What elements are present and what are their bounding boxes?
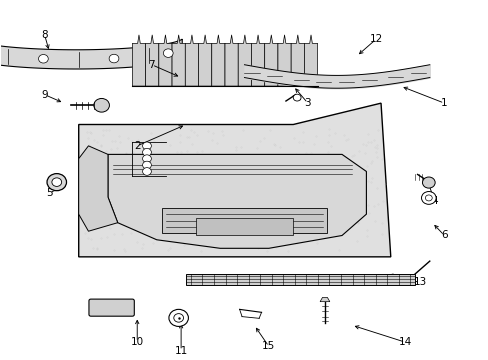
Circle shape — [173, 314, 183, 322]
Polygon shape — [320, 297, 329, 302]
Text: 7: 7 — [148, 60, 155, 70]
Polygon shape — [211, 35, 224, 86]
Circle shape — [94, 98, 109, 112]
Circle shape — [425, 195, 431, 201]
Circle shape — [39, 54, 48, 63]
Circle shape — [142, 155, 151, 162]
Text: 11: 11 — [174, 346, 187, 356]
Circle shape — [293, 94, 301, 101]
Polygon shape — [238, 35, 251, 86]
Circle shape — [142, 142, 151, 150]
Polygon shape — [224, 35, 238, 86]
Polygon shape — [79, 103, 390, 257]
Polygon shape — [132, 35, 145, 86]
Text: 4: 4 — [430, 196, 437, 206]
Text: 13: 13 — [412, 278, 426, 288]
Text: 5: 5 — [46, 188, 53, 198]
Polygon shape — [264, 35, 277, 86]
Polygon shape — [304, 35, 317, 86]
Polygon shape — [145, 35, 159, 86]
Circle shape — [142, 161, 151, 169]
Circle shape — [52, 178, 61, 186]
Text: 8: 8 — [41, 30, 48, 40]
Polygon shape — [159, 35, 172, 86]
Polygon shape — [108, 154, 366, 248]
Text: 10: 10 — [130, 337, 143, 347]
Text: 6: 6 — [440, 230, 447, 240]
Text: 3: 3 — [304, 98, 310, 108]
Circle shape — [47, 174, 66, 191]
Text: 15: 15 — [262, 342, 275, 351]
Circle shape — [168, 309, 188, 327]
Circle shape — [142, 148, 151, 156]
Circle shape — [109, 54, 119, 63]
Text: 12: 12 — [369, 34, 382, 44]
Polygon shape — [251, 35, 264, 86]
Polygon shape — [161, 208, 327, 233]
Circle shape — [142, 168, 151, 175]
Polygon shape — [185, 35, 198, 86]
Text: 2: 2 — [134, 141, 140, 151]
Text: 1: 1 — [440, 98, 447, 108]
FancyBboxPatch shape — [185, 274, 414, 285]
Text: 9: 9 — [41, 90, 48, 100]
Polygon shape — [79, 146, 118, 231]
Polygon shape — [277, 35, 290, 86]
Polygon shape — [172, 35, 185, 86]
Polygon shape — [198, 35, 211, 86]
Text: 14: 14 — [398, 337, 411, 347]
Circle shape — [422, 177, 434, 188]
Circle shape — [163, 49, 173, 57]
Polygon shape — [195, 219, 293, 235]
FancyBboxPatch shape — [89, 299, 134, 316]
Polygon shape — [290, 35, 304, 86]
Circle shape — [421, 192, 435, 204]
Polygon shape — [0, 39, 182, 69]
